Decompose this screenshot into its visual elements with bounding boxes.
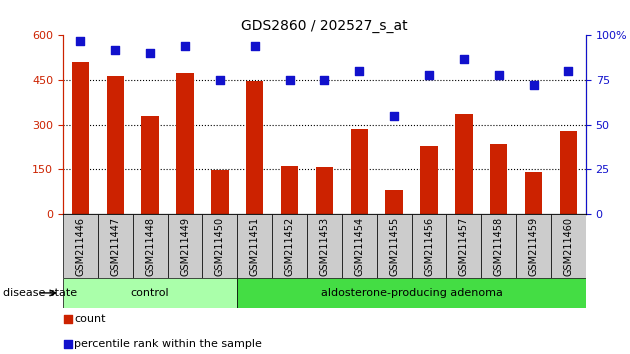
Point xyxy=(285,77,295,83)
Point xyxy=(389,113,399,119)
Bar xyxy=(238,278,586,308)
Bar xyxy=(316,167,333,214)
Point xyxy=(459,56,469,62)
Point xyxy=(62,341,72,347)
Text: GSM211460: GSM211460 xyxy=(563,217,573,275)
Bar xyxy=(238,214,272,278)
Point xyxy=(62,316,72,321)
Bar xyxy=(551,214,586,278)
Bar xyxy=(516,214,551,278)
Bar xyxy=(455,114,472,214)
Text: GSM211449: GSM211449 xyxy=(180,217,190,275)
Bar xyxy=(490,144,508,214)
Bar xyxy=(202,214,238,278)
Text: GSM211446: GSM211446 xyxy=(76,217,86,275)
Bar xyxy=(481,214,516,278)
Text: GSM211453: GSM211453 xyxy=(319,216,329,276)
Bar xyxy=(281,166,299,214)
Text: GSM211451: GSM211451 xyxy=(249,216,260,276)
Bar xyxy=(307,214,342,278)
Point xyxy=(529,82,539,88)
Text: percentile rank within the sample: percentile rank within the sample xyxy=(74,339,262,349)
Text: GSM211455: GSM211455 xyxy=(389,216,399,276)
Bar xyxy=(63,214,98,278)
Text: GSM211447: GSM211447 xyxy=(110,216,120,276)
Text: GSM211452: GSM211452 xyxy=(285,216,295,276)
Text: aldosterone-producing adenoma: aldosterone-producing adenoma xyxy=(321,288,503,298)
Bar xyxy=(420,145,438,214)
Point xyxy=(180,43,190,49)
Point xyxy=(145,50,155,56)
Point xyxy=(354,68,364,74)
Bar xyxy=(168,214,202,278)
Bar xyxy=(141,116,159,214)
Bar xyxy=(342,214,377,278)
Text: GSM211450: GSM211450 xyxy=(215,216,225,276)
Point xyxy=(110,47,120,52)
Text: disease state: disease state xyxy=(3,288,77,298)
Point xyxy=(424,72,434,78)
Bar xyxy=(246,81,263,214)
Bar xyxy=(411,214,447,278)
Bar xyxy=(176,73,194,214)
Bar xyxy=(272,214,307,278)
Point xyxy=(249,43,260,49)
Point xyxy=(494,72,504,78)
Bar xyxy=(133,214,168,278)
Text: GSM211456: GSM211456 xyxy=(424,216,434,276)
Text: control: control xyxy=(131,288,169,298)
Point xyxy=(563,68,573,74)
Text: GSM211457: GSM211457 xyxy=(459,216,469,276)
Text: count: count xyxy=(74,314,105,324)
Point xyxy=(215,77,225,83)
Bar xyxy=(106,76,124,214)
Bar xyxy=(72,62,89,214)
Text: GSM211459: GSM211459 xyxy=(529,216,539,276)
Point xyxy=(76,38,86,44)
Text: GSM211454: GSM211454 xyxy=(354,216,364,276)
Text: GSM211458: GSM211458 xyxy=(494,216,504,276)
Bar xyxy=(377,214,411,278)
Bar xyxy=(63,278,238,308)
Bar xyxy=(211,170,229,214)
Bar xyxy=(525,172,542,214)
Point xyxy=(319,77,329,83)
Bar xyxy=(447,214,481,278)
Title: GDS2860 / 202527_s_at: GDS2860 / 202527_s_at xyxy=(241,19,408,33)
Bar xyxy=(98,214,133,278)
Bar xyxy=(386,190,403,214)
Text: GSM211448: GSM211448 xyxy=(145,217,155,275)
Bar xyxy=(350,129,368,214)
Bar xyxy=(559,131,577,214)
